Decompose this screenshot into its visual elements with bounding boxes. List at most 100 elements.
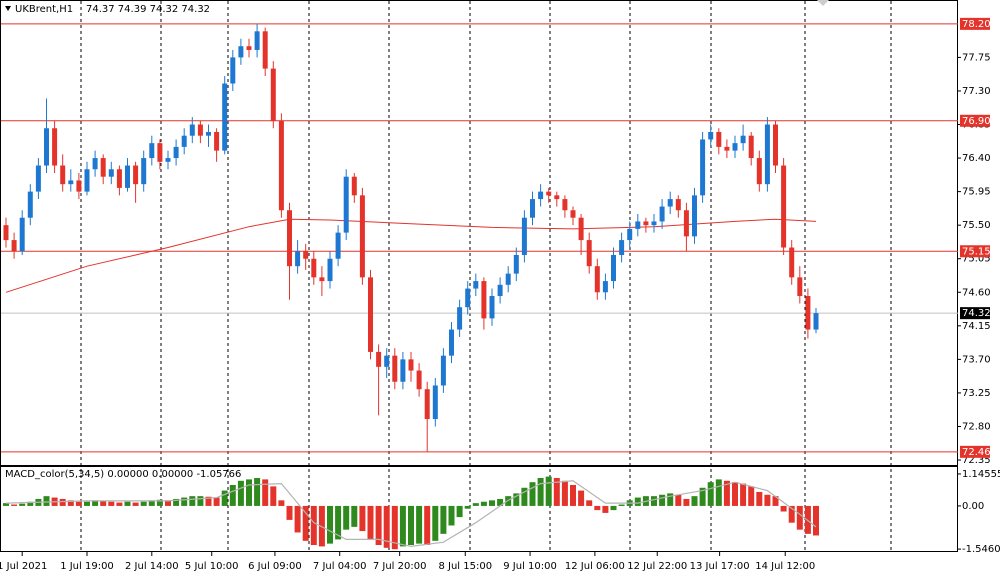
candle-body: [173, 146, 179, 159]
candle-body: [497, 284, 503, 297]
candle-body: [513, 254, 519, 274]
candle-body: [238, 46, 244, 58]
macd-bar: [116, 502, 123, 506]
x-tick-label: 1 Jul 2021: [0, 561, 47, 572]
candle-body: [538, 191, 544, 200]
macd-bar: [100, 500, 107, 506]
candle-body: [643, 221, 649, 226]
macd-bar: [732, 482, 739, 506]
macd-bar: [302, 505, 309, 541]
level-label: 75.15: [962, 246, 991, 257]
macd-bar: [659, 494, 666, 506]
candle-body: [149, 143, 155, 159]
macd-bar: [497, 498, 504, 506]
x-tick-label: 9 Jul 10:00: [503, 561, 557, 572]
x-tick-label: 6 Jul 09:00: [248, 561, 302, 572]
y-tick-label: 73.70: [962, 354, 991, 365]
macd-bar: [407, 505, 414, 546]
macd-bar: [254, 478, 261, 506]
macd-bar: [205, 496, 212, 506]
candle-body: [562, 199, 568, 211]
macd-bar: [683, 498, 690, 506]
macd-bar: [489, 500, 496, 506]
candle-body: [789, 247, 795, 278]
candle-body: [805, 296, 811, 330]
candle-body: [619, 240, 625, 255]
macd-signal: [5, 480, 817, 548]
candle-body: [189, 124, 195, 136]
candle-body: [254, 31, 260, 50]
y-tick-label: 72.35: [962, 455, 991, 466]
candle-body: [424, 389, 430, 420]
candle-body: [270, 68, 276, 121]
candle-body: [724, 146, 730, 151]
candle-body: [295, 251, 301, 267]
candle-body: [19, 217, 25, 252]
candle-body: [716, 131, 722, 147]
macd-bar: [610, 505, 617, 511]
macd-bar: [92, 500, 99, 506]
macd-bar: [578, 490, 585, 506]
candle-body: [68, 180, 74, 185]
macd-bar: [740, 483, 747, 506]
macd-bar: [164, 500, 171, 506]
candle-body: [376, 351, 382, 367]
y-tick-label: 76.40: [962, 153, 991, 164]
candle-body: [489, 296, 495, 319]
candle-body: [108, 169, 114, 177]
candle-body: [416, 370, 422, 390]
y-tick-label: 73.25: [962, 388, 991, 399]
y-tick-label: 72.80: [962, 421, 991, 432]
macd-bar: [343, 505, 350, 530]
macd-bar: [359, 505, 366, 532]
level-label-box: [960, 17, 990, 30]
symbol-menu-icon[interactable]: [5, 6, 11, 11]
macd-bar: [594, 505, 601, 511]
x-tick-label: 5 Jul 10:00: [185, 561, 239, 572]
y-tick-label: 77.30: [962, 86, 991, 97]
x-tick-label: 7 Jul 04:00: [313, 561, 367, 572]
macd-bar: [813, 505, 820, 536]
candle-body: [773, 124, 779, 166]
macd-y-tick-label: -1.54609: [962, 544, 1000, 555]
candle-body: [92, 158, 98, 170]
candle-body: [116, 169, 122, 188]
y-tick-label: 74.60: [962, 287, 991, 298]
candle-body: [230, 57, 236, 84]
candle-body: [611, 254, 617, 282]
symbol-title: UKBrent,H1: [15, 4, 73, 15]
candle-body: [708, 131, 714, 140]
macd-bar: [326, 505, 333, 544]
y-tick-label: 75.95: [962, 187, 991, 198]
level-label-box: [960, 114, 990, 127]
macd-bar: [351, 505, 358, 527]
macd-bar: [59, 498, 66, 506]
candle-body: [586, 240, 592, 267]
macd-bar: [545, 476, 552, 506]
candle-body: [84, 169, 90, 192]
candle-body: [319, 277, 325, 282]
macd-bar: [391, 505, 398, 550]
macd-bar: [586, 500, 593, 506]
candle-body: [303, 251, 309, 259]
macd-bar: [197, 496, 204, 506]
candle-body: [473, 281, 479, 289]
candle-body: [659, 206, 665, 222]
last-price-label: 74.32: [962, 308, 991, 319]
candle-body: [578, 217, 584, 241]
x-tick-label: 8 Jul 15:00: [438, 561, 492, 572]
macd-bar: [472, 503, 479, 506]
candle-body: [181, 135, 187, 147]
candle-body: [667, 199, 673, 207]
candle-body: [335, 232, 341, 259]
x-tick-label: 12 Jul 22:00: [627, 561, 687, 572]
x-tick-label: 1 Jul 19:00: [60, 561, 114, 572]
candle-body: [546, 191, 552, 196]
macd-bar: [780, 505, 787, 512]
macd-bar: [602, 505, 609, 513]
macd-bar: [67, 500, 74, 506]
candle-body: [813, 313, 819, 330]
candle-body: [740, 135, 746, 144]
candle-body: [327, 258, 333, 282]
macd-bar: [2, 503, 9, 506]
